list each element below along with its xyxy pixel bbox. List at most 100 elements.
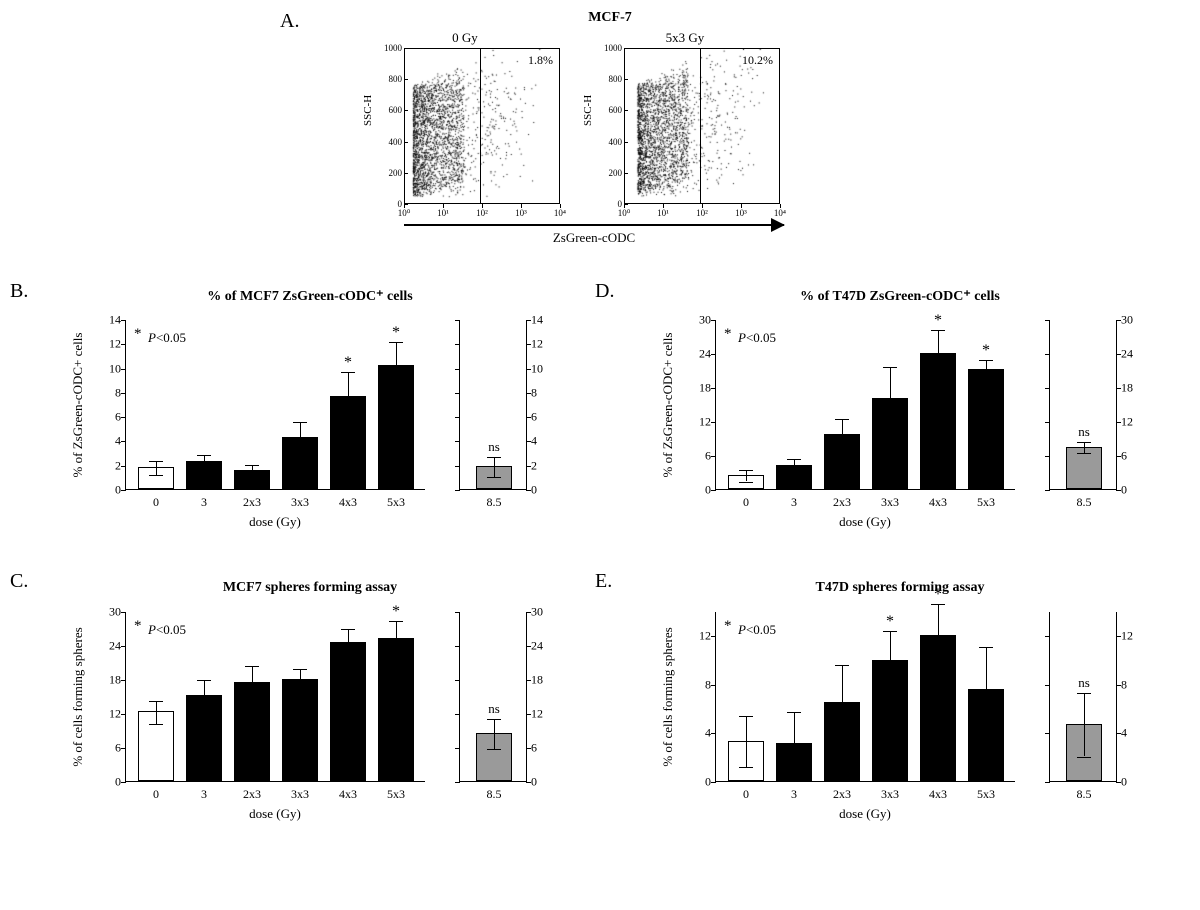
xtick-label: 4x3 xyxy=(929,781,947,802)
error-bar xyxy=(156,701,157,724)
bar xyxy=(378,638,414,781)
y-axis-label: % of cells forming spheres xyxy=(660,627,676,766)
y-axis-label: % of ZsGreen-cODC+ cells xyxy=(70,333,86,478)
error-bar xyxy=(204,680,205,712)
ytick-label: 600 xyxy=(609,105,623,115)
xtick-label: 10⁰ xyxy=(398,208,411,219)
x-axis-arrow xyxy=(404,224,784,226)
error-bar xyxy=(938,604,939,670)
scatter-box: 10.2% xyxy=(624,48,780,204)
xtick-label: 0 xyxy=(153,489,159,510)
xtick-label: 10⁴ xyxy=(554,208,566,218)
scatter-yaxis: 02004006008001000 xyxy=(590,48,624,204)
scatter-wrap: 0 Gy1.8%02004006008001000SSC-H10⁰10¹10²1… xyxy=(370,48,780,238)
xtick-label: 3 xyxy=(791,781,797,802)
xtick-label: 10¹ xyxy=(657,208,669,218)
scatter-yaxis: 02004006008001000 xyxy=(370,48,404,204)
panel-c-label: C. xyxy=(10,570,28,593)
side-plot: 0612182430ns8.5 xyxy=(459,612,527,782)
significance-star: * xyxy=(982,342,990,360)
x-axis-label: dose (Gy) xyxy=(715,806,1015,822)
xtick-label: 4x3 xyxy=(339,781,357,802)
ns-label: ns xyxy=(488,701,500,717)
xtick-label: 4x3 xyxy=(929,489,947,510)
pval-text: P<0.05 xyxy=(738,622,776,638)
panel-d-label: D. xyxy=(595,280,614,303)
xtick-label: 8.5 xyxy=(487,489,502,510)
panel-e-label: E. xyxy=(595,570,612,593)
xtick-label: 3 xyxy=(791,489,797,510)
xtick-label: 8.5 xyxy=(487,781,502,802)
scatter-shared-xlabel: ZsGreen-cODC xyxy=(404,230,784,246)
error-bar xyxy=(986,647,987,732)
pval-text: P<0.05 xyxy=(148,330,186,346)
ytick-label: 200 xyxy=(609,168,623,178)
xtick-label: 0 xyxy=(743,781,749,802)
xtick-label: 10³ xyxy=(735,208,747,218)
scatter-xaxis: 10⁰10¹10²10³10⁴ xyxy=(624,204,780,224)
chart-title: MCF7 spheres forming assay xyxy=(70,580,550,596)
error-bar xyxy=(348,372,349,421)
ytick-label: 600 xyxy=(389,105,403,115)
xtick-label: 10⁴ xyxy=(774,208,786,218)
scatter-dots xyxy=(405,49,561,205)
significance-star: * xyxy=(344,354,352,372)
side-plot: 04812ns8.5 xyxy=(1049,612,1117,782)
ytick-label: 200 xyxy=(389,168,403,178)
chart-title: T47D spheres forming assay xyxy=(660,580,1140,596)
ns-label: ns xyxy=(1078,675,1090,691)
xtick-label: 8.5 xyxy=(1077,489,1092,510)
barchart-b: % of MCF7 ZsGreen-cODC⁺ cells02468101214… xyxy=(70,288,550,538)
barchart-c: MCF7 spheres forming assay 0612182430032x… xyxy=(70,580,550,830)
xtick-label: 0 xyxy=(743,489,749,510)
scatter-box: 1.8% xyxy=(404,48,560,204)
xtick-label: 2x3 xyxy=(833,489,851,510)
error-bar xyxy=(842,419,843,452)
xtick-label: 2x3 xyxy=(833,781,851,802)
error-bar xyxy=(204,455,205,470)
scatter-plot: 0 Gy1.8%02004006008001000SSC-H10⁰10¹10²1… xyxy=(370,48,560,238)
pval-star: * xyxy=(134,326,142,343)
xtick-label: 8.5 xyxy=(1077,781,1092,802)
main-plot: 0612182430032x33x3*4x3*5x3*P<0.05 xyxy=(715,320,1015,490)
error-bar xyxy=(300,422,301,454)
xtick-label: 2x3 xyxy=(243,781,261,802)
pval-text: P<0.05 xyxy=(738,330,776,346)
xtick-label: 10² xyxy=(476,208,488,218)
error-bar xyxy=(252,666,253,700)
xtick-label: 2x3 xyxy=(243,489,261,510)
barchart-e: T47D spheres forming assay04812032x3*3x3… xyxy=(660,580,1140,830)
main-plot: 0612182430032x33x34x3*5x3*P<0.05 xyxy=(125,612,425,782)
scatter-ylabel: SSC-H xyxy=(582,95,594,126)
error-bar xyxy=(300,669,301,692)
y-axis-label: % of ZsGreen-cODC+ cells xyxy=(660,333,676,478)
xtick-label: 5x3 xyxy=(387,489,405,510)
gate-line xyxy=(700,49,701,203)
bar xyxy=(330,642,366,781)
error-bar xyxy=(794,712,795,778)
ytick-label: 1000 xyxy=(384,43,402,53)
panel-a-label: A. xyxy=(280,10,299,33)
xtick-label: 3 xyxy=(201,489,207,510)
scatter-plot: 5x3 Gy10.2%02004006008001000SSC-H10⁰10¹1… xyxy=(590,48,780,238)
gate-percentage: 10.2% xyxy=(742,53,773,68)
pval-star: * xyxy=(724,618,732,635)
xtick-label: 3x3 xyxy=(291,489,309,510)
xtick-label: 4x3 xyxy=(339,489,357,510)
error-bar xyxy=(746,470,747,481)
error-bar xyxy=(396,621,397,657)
error-bar xyxy=(396,342,397,391)
gate-line xyxy=(480,49,481,203)
panel-b-label: B. xyxy=(10,280,28,303)
xtick-label: 10¹ xyxy=(437,208,449,218)
pval-star: * xyxy=(724,326,732,343)
ytick-label: 800 xyxy=(389,74,403,84)
ns-label: ns xyxy=(488,439,500,455)
bar xyxy=(282,679,318,781)
ytick-label: 1000 xyxy=(604,43,622,53)
error-bar xyxy=(938,330,939,378)
main-plot: 04812032x3*3x3*4x35x3*P<0.05 xyxy=(715,612,1015,782)
error-bar xyxy=(842,665,843,740)
significance-star: * xyxy=(886,613,894,631)
main-plot: 02468101214032x33x3*4x3*5x3*P<0.05 xyxy=(125,320,425,490)
